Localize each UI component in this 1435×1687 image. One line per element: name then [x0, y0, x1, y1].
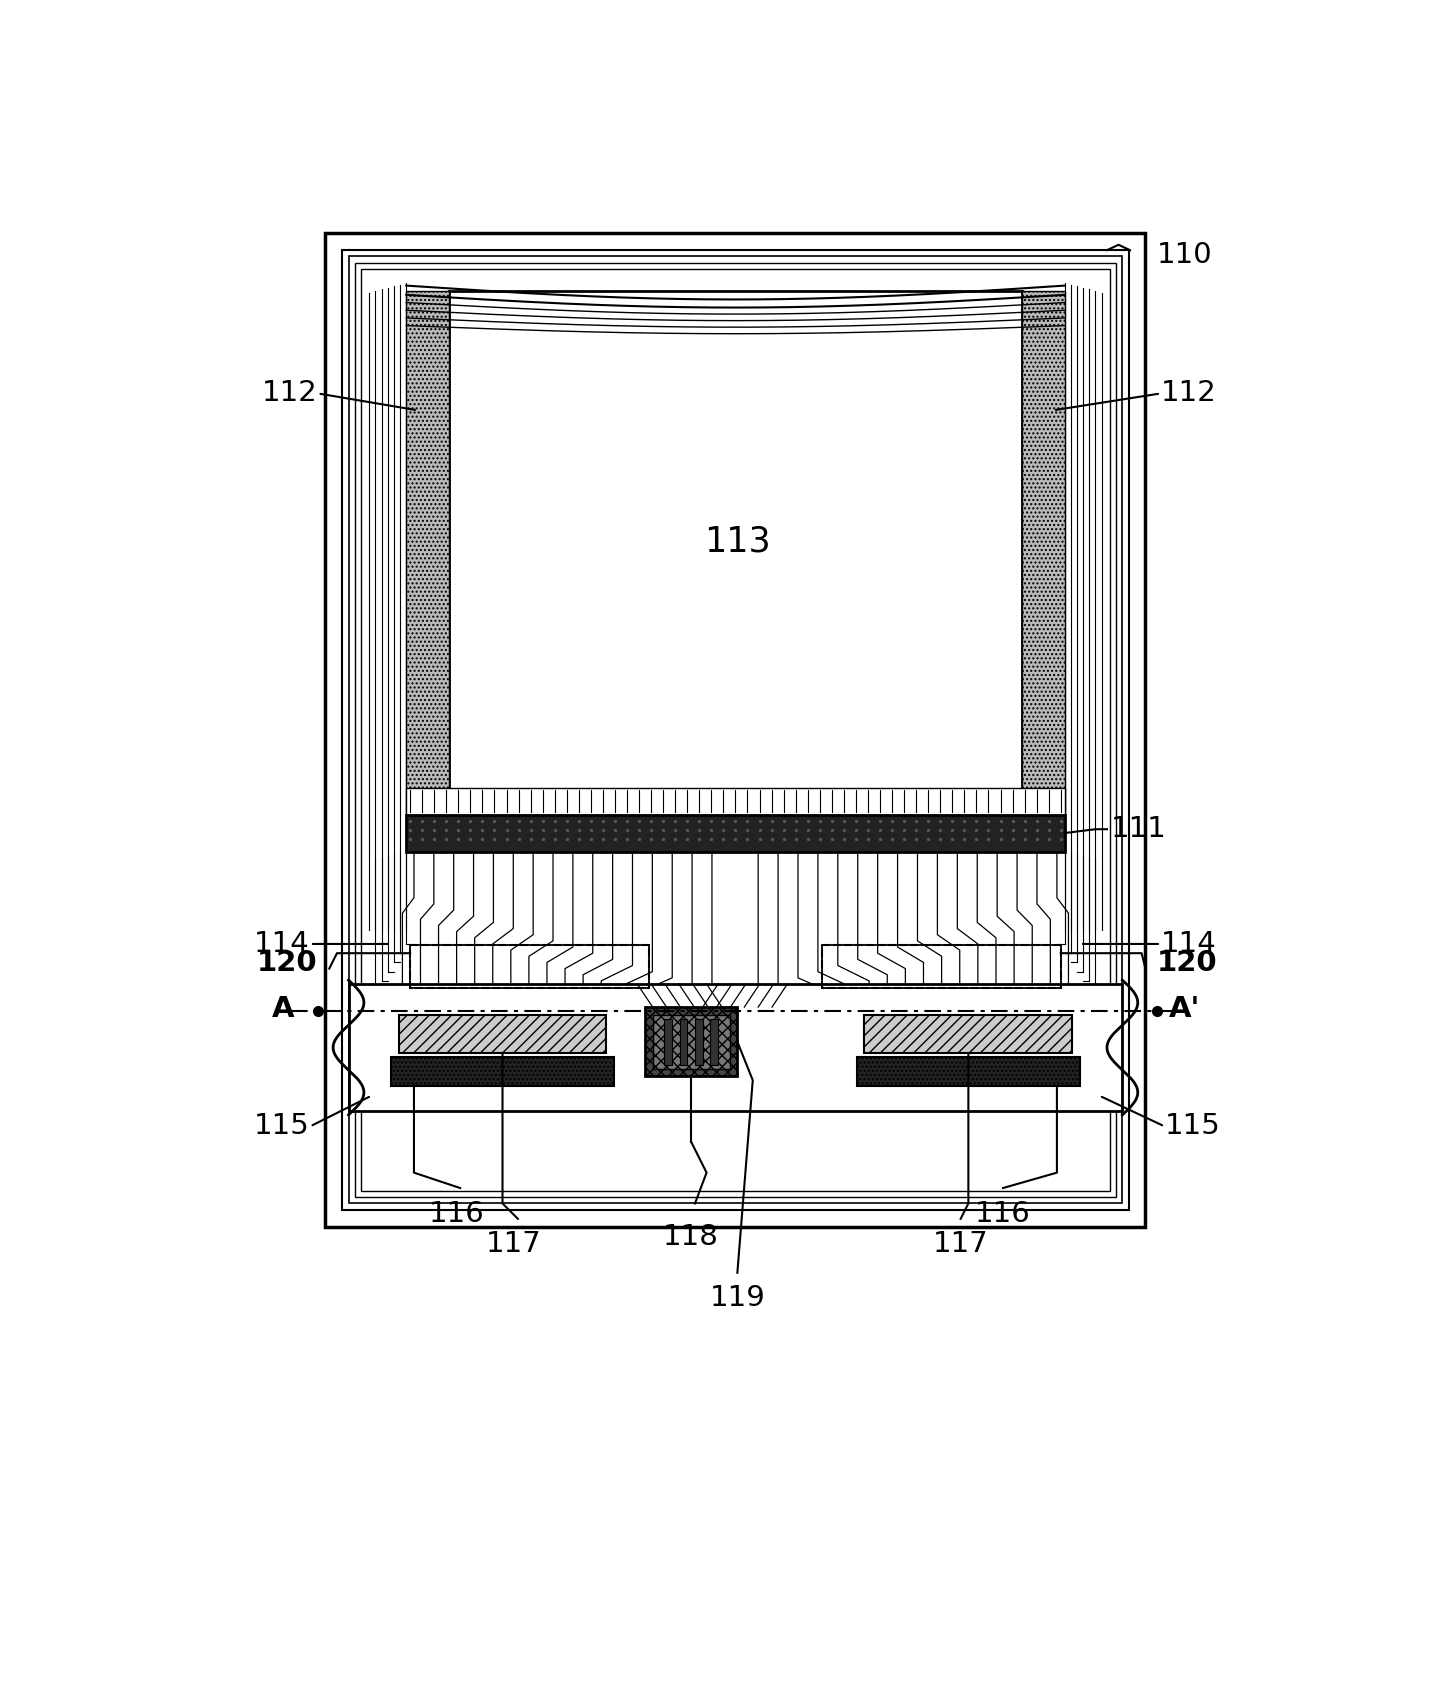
Bar	[354, 263, 1116, 1198]
Bar	[349, 256, 1122, 1203]
Text: 118: 118	[663, 1223, 719, 1250]
Text: 114: 114	[254, 930, 310, 958]
Bar	[695, 1019, 703, 1064]
Bar	[822, 945, 1060, 989]
Text: 115: 115	[254, 1112, 310, 1140]
Bar	[664, 1019, 672, 1064]
Bar	[1022, 290, 1065, 815]
Bar	[326, 233, 1145, 1226]
Text: 112: 112	[1161, 380, 1217, 407]
Bar	[343, 250, 1128, 1210]
Bar	[406, 815, 1065, 852]
Text: 113: 113	[705, 525, 771, 558]
Text: A': A'	[1168, 995, 1200, 1024]
Text: 114: 114	[1161, 930, 1217, 958]
Text: 119: 119	[709, 1284, 765, 1312]
Bar	[406, 788, 1065, 815]
Text: 112: 112	[263, 380, 317, 407]
Text: 117: 117	[933, 1230, 989, 1259]
Bar	[680, 1019, 687, 1064]
Text: 116: 116	[429, 1199, 484, 1228]
Bar	[644, 1007, 738, 1076]
Text: 111: 111	[1111, 815, 1167, 844]
Text: A: A	[273, 995, 294, 1024]
Text: 120: 120	[257, 950, 317, 977]
Bar	[710, 1019, 718, 1064]
Bar	[857, 1058, 1081, 1086]
Bar	[406, 290, 449, 815]
Bar	[360, 268, 1111, 1191]
Bar	[822, 945, 1060, 989]
Text: 116: 116	[976, 1199, 1030, 1228]
Text: 115: 115	[1165, 1112, 1220, 1140]
Bar	[653, 1016, 729, 1068]
Bar	[399, 1016, 607, 1053]
Text: 117: 117	[486, 1230, 542, 1259]
Bar	[864, 1016, 1072, 1053]
Bar	[449, 290, 1022, 815]
Bar	[390, 1058, 614, 1086]
Text: 120: 120	[1157, 950, 1218, 977]
Bar	[410, 945, 649, 989]
Bar	[410, 945, 649, 989]
Text: 110: 110	[1157, 241, 1213, 268]
Bar	[349, 984, 1122, 1112]
